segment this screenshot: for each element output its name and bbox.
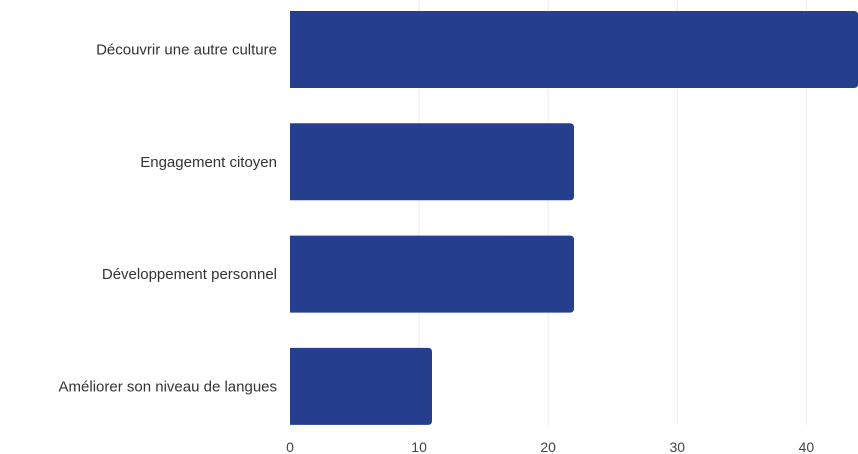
category-label: Développement personnel: [102, 266, 277, 283]
bar: [290, 235, 574, 313]
category-label: Améliorer son niveau de langues: [59, 378, 277, 395]
bar: [290, 347, 432, 425]
x-tick-label: 10: [411, 439, 427, 454]
x-axis-tick-labels: 0 10 20 30 40: [286, 439, 814, 454]
bars: [290, 11, 858, 425]
bar: [290, 11, 858, 88]
x-tick-label: 30: [669, 439, 685, 454]
bar: [290, 123, 574, 201]
category-labels: Découvrir une autre culture Engagement ci…: [59, 42, 277, 396]
x-tick-label: 0: [286, 439, 294, 454]
x-tick-label: 20: [540, 439, 556, 454]
x-tick-label: 40: [799, 439, 815, 454]
category-label: Engagement citoyen: [140, 154, 277, 171]
category-label: Découvrir une autre culture: [96, 42, 277, 59]
